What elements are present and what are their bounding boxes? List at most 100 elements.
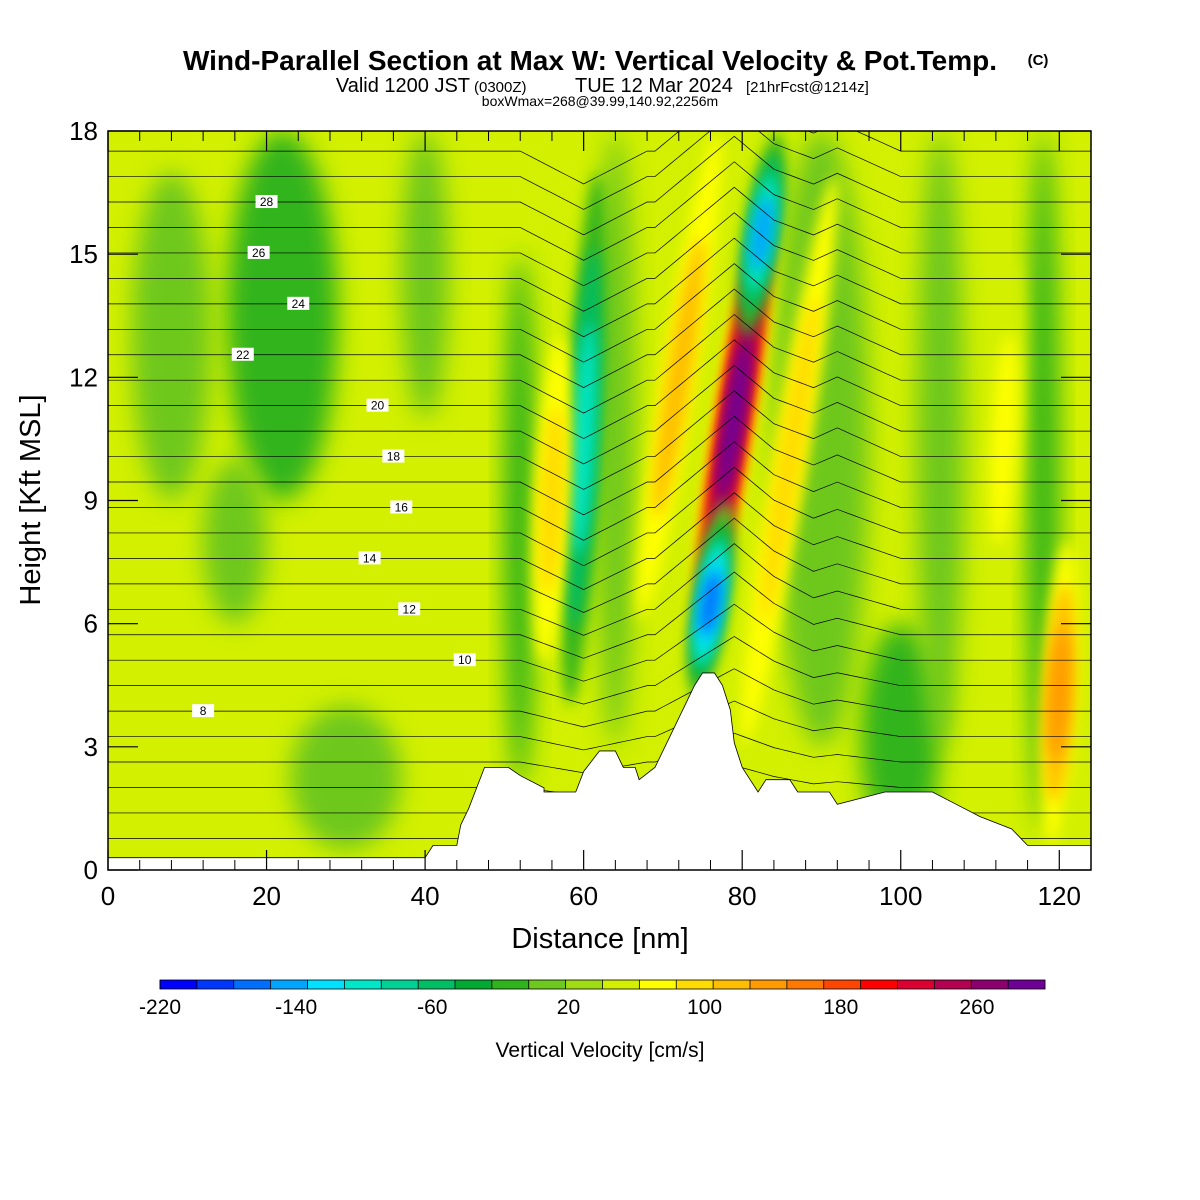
colorbar-swatch bbox=[860, 980, 898, 989]
colorbar-swatch bbox=[676, 980, 714, 989]
contour-label: 24 bbox=[287, 296, 310, 311]
contour-label-box bbox=[287, 296, 310, 310]
theta-contour bbox=[108, 571, 1091, 659]
subtitle-forecast: [21hrFcst@1214z] bbox=[746, 79, 869, 96]
contour-label: 18 bbox=[382, 449, 405, 464]
contour-label-box bbox=[255, 195, 278, 209]
theta-contour bbox=[108, 212, 1091, 312]
theta-contour bbox=[108, 441, 1091, 541]
colorbar-swatch bbox=[491, 980, 530, 989]
theta-contour bbox=[108, 131, 1091, 210]
y-tick-label: 18 bbox=[69, 116, 98, 146]
contour-label: 8 bbox=[192, 704, 215, 718]
theta-contour bbox=[108, 186, 1091, 287]
colorbar-swatch bbox=[602, 980, 640, 989]
field-region bbox=[401, 131, 449, 419]
theta-contour bbox=[108, 288, 1091, 388]
theta-contour-labels: 8 10 12 14 16 18 20 22 24 26 28 bbox=[192, 195, 476, 718]
w-band bbox=[990, 332, 1018, 546]
colorbar-swatch bbox=[418, 980, 456, 989]
theta-contour bbox=[108, 517, 1091, 613]
field-region bbox=[290, 705, 402, 850]
y-tick-label: 9 bbox=[84, 486, 98, 516]
contour-label: 20 bbox=[366, 398, 389, 413]
theta-contour bbox=[108, 263, 1091, 363]
colorbar-swatch bbox=[750, 980, 788, 989]
x-tick-label: 100 bbox=[879, 881, 922, 911]
theta-contour bbox=[108, 364, 1091, 465]
w-band bbox=[538, 406, 566, 595]
contour-label-box bbox=[382, 449, 405, 463]
field-region bbox=[226, 131, 338, 501]
colorbar-swatch bbox=[823, 980, 861, 989]
theta-contour bbox=[108, 314, 1091, 414]
x-tick-label: 0 bbox=[101, 881, 115, 911]
x-tick-label: 80 bbox=[728, 881, 757, 911]
contour-label-box bbox=[390, 500, 413, 514]
contour-label-text: 12 bbox=[403, 602, 417, 616]
theta-contour bbox=[108, 700, 1091, 751]
colorbar-swatch bbox=[344, 980, 382, 989]
subtitle-utc: (0300Z) bbox=[474, 79, 527, 96]
contour-label: 26 bbox=[247, 245, 270, 260]
contour-label-box bbox=[358, 551, 381, 565]
contour-label-text: 20 bbox=[371, 399, 385, 413]
colorbar-swatch bbox=[971, 980, 1009, 989]
theta-contour bbox=[108, 161, 1091, 261]
contour-label-box bbox=[453, 653, 476, 667]
field-region bbox=[203, 459, 267, 624]
colorbar-swatch bbox=[786, 980, 825, 989]
contour-label-box bbox=[192, 704, 215, 718]
colorbar-swatch bbox=[1008, 980, 1046, 989]
colorbar-tick-label: 100 bbox=[687, 996, 722, 1019]
field-region bbox=[504, 254, 537, 788]
terrain bbox=[107, 672, 1092, 871]
theta-contour bbox=[108, 339, 1091, 439]
colorbar-swatch bbox=[381, 980, 419, 989]
contour-label-box bbox=[231, 347, 254, 361]
theta-contour bbox=[108, 131, 1091, 185]
colorbar-swatch bbox=[528, 980, 566, 989]
contour-label-text: 8 bbox=[200, 704, 207, 718]
chart-title: Wind-Parallel Section at Max W: Vertical… bbox=[183, 45, 997, 76]
colorbar-title: Vertical Velocity [cm/s] bbox=[496, 1039, 705, 1062]
x-tick-label: 40 bbox=[411, 881, 440, 911]
theta-contour bbox=[108, 603, 1091, 682]
y-tick-label: 6 bbox=[84, 609, 98, 639]
y-tick-label: 12 bbox=[69, 362, 98, 392]
colorbar-tick-label: 180 bbox=[823, 996, 858, 1019]
theta-contour bbox=[108, 543, 1091, 636]
y-tick-label: 15 bbox=[69, 239, 98, 269]
colorbar-swatch bbox=[639, 980, 677, 989]
contour-label-text: 18 bbox=[387, 450, 401, 464]
x-axis-label: Distance [nm] bbox=[511, 923, 688, 955]
colorbar-swatch bbox=[713, 980, 751, 989]
theta-contour bbox=[108, 390, 1091, 490]
field-region bbox=[131, 172, 212, 501]
contour-label: 14 bbox=[358, 551, 381, 565]
axis-ticks: 0 20 40 60 80 100 120 0 3 6 9 12 15 18 bbox=[69, 116, 1092, 911]
contour-label-text: 24 bbox=[292, 297, 306, 311]
colorbar-swatch bbox=[897, 980, 935, 989]
y-tick-label: 0 bbox=[84, 855, 98, 885]
subtitle-date: TUE 12 Mar 2024 bbox=[575, 75, 733, 97]
x-tick-label: 120 bbox=[1038, 881, 1081, 911]
colorbar-frame bbox=[159, 979, 1046, 990]
contour-label: 28 bbox=[255, 195, 278, 209]
colorbar-swatch bbox=[565, 980, 603, 989]
colorbar-tick-label: 20 bbox=[557, 996, 580, 1019]
colorbar-swatch bbox=[233, 980, 271, 989]
contour-label-text: 28 bbox=[260, 195, 274, 209]
contour-label-box bbox=[398, 602, 421, 616]
chart-title-mark: (C) bbox=[1028, 52, 1049, 69]
contour-label-box bbox=[366, 398, 389, 412]
contour-label-text: 16 bbox=[395, 500, 409, 514]
w-band bbox=[761, 296, 819, 623]
theta-contour bbox=[108, 237, 1091, 338]
theta-contour bbox=[108, 466, 1091, 567]
theta-contour bbox=[108, 636, 1091, 705]
terrain-shape bbox=[107, 672, 1092, 871]
colorbar-tick-label: -60 bbox=[417, 996, 447, 1019]
contour-label: 22 bbox=[231, 347, 254, 362]
w-band bbox=[1048, 627, 1071, 760]
